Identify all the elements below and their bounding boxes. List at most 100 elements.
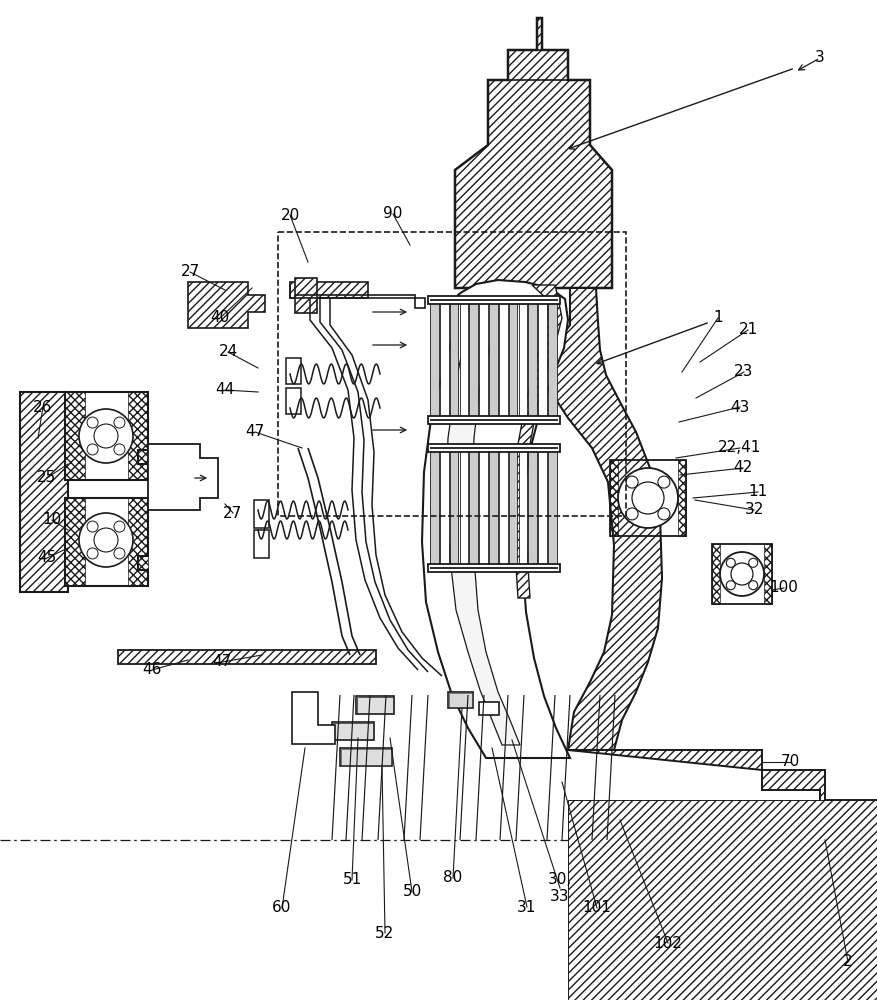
Text: 40: 40 bbox=[210, 310, 230, 326]
Bar bbox=[469, 300, 478, 420]
Bar bbox=[428, 444, 560, 452]
Circle shape bbox=[114, 444, 125, 455]
Bar bbox=[65, 392, 85, 480]
Text: 47: 47 bbox=[246, 424, 265, 440]
Circle shape bbox=[79, 513, 133, 567]
Bar bbox=[430, 448, 438, 568]
Text: 51: 51 bbox=[342, 872, 361, 888]
Bar bbox=[286, 358, 301, 384]
Circle shape bbox=[626, 476, 638, 488]
Bar bbox=[538, 448, 547, 568]
Text: 80: 80 bbox=[444, 870, 463, 886]
Text: 11: 11 bbox=[748, 485, 767, 499]
Circle shape bbox=[87, 548, 98, 559]
Bar bbox=[278, 232, 626, 516]
Text: 20: 20 bbox=[281, 208, 300, 223]
Bar bbox=[286, 388, 301, 414]
Bar bbox=[357, 697, 393, 713]
Text: 31: 31 bbox=[517, 900, 537, 914]
Polygon shape bbox=[290, 282, 368, 298]
Bar bbox=[509, 300, 517, 420]
Bar bbox=[254, 530, 269, 558]
Bar bbox=[450, 448, 459, 568]
Text: 26: 26 bbox=[33, 399, 53, 414]
Text: 102: 102 bbox=[653, 936, 682, 950]
Bar bbox=[340, 748, 392, 766]
Polygon shape bbox=[188, 282, 265, 328]
Text: 100: 100 bbox=[769, 580, 798, 595]
Text: 46: 46 bbox=[142, 662, 161, 678]
Bar bbox=[548, 300, 557, 420]
Bar bbox=[518, 448, 527, 568]
Text: 2: 2 bbox=[843, 954, 852, 970]
Bar bbox=[499, 300, 508, 420]
Bar bbox=[341, 749, 391, 765]
Text: 10: 10 bbox=[42, 512, 61, 528]
Bar bbox=[332, 722, 374, 740]
Bar bbox=[448, 692, 473, 708]
Bar bbox=[333, 723, 373, 739]
Bar bbox=[128, 498, 148, 586]
Circle shape bbox=[94, 528, 118, 552]
Text: 23: 23 bbox=[734, 364, 753, 379]
Bar bbox=[428, 296, 560, 304]
Bar bbox=[428, 416, 560, 424]
Bar bbox=[254, 500, 269, 528]
Text: 43: 43 bbox=[731, 399, 750, 414]
Text: 24: 24 bbox=[218, 344, 238, 360]
Bar bbox=[548, 448, 557, 568]
Polygon shape bbox=[422, 280, 570, 758]
Text: 52: 52 bbox=[375, 926, 395, 940]
Circle shape bbox=[726, 558, 735, 567]
Bar bbox=[538, 300, 547, 420]
Text: 90: 90 bbox=[383, 207, 403, 222]
Polygon shape bbox=[65, 392, 148, 480]
Bar bbox=[428, 564, 560, 572]
Polygon shape bbox=[553, 288, 662, 750]
Circle shape bbox=[87, 444, 98, 455]
Text: 27: 27 bbox=[181, 264, 200, 279]
Bar bbox=[440, 448, 448, 568]
Bar bbox=[610, 460, 686, 536]
Text: 22,41: 22,41 bbox=[718, 440, 762, 456]
Text: 70: 70 bbox=[781, 754, 800, 770]
Text: 60: 60 bbox=[273, 900, 292, 916]
Bar bbox=[479, 702, 499, 715]
Polygon shape bbox=[446, 298, 520, 745]
Circle shape bbox=[632, 482, 664, 514]
Bar bbox=[20, 392, 68, 592]
Bar bbox=[440, 300, 448, 420]
Text: 42: 42 bbox=[733, 460, 752, 476]
Bar bbox=[450, 300, 459, 420]
Polygon shape bbox=[568, 800, 877, 1000]
Bar bbox=[678, 460, 686, 536]
Bar bbox=[509, 448, 517, 568]
Circle shape bbox=[720, 552, 764, 596]
Circle shape bbox=[79, 409, 133, 463]
Bar bbox=[460, 448, 468, 568]
Polygon shape bbox=[513, 285, 562, 598]
Circle shape bbox=[731, 563, 753, 585]
Polygon shape bbox=[65, 498, 148, 586]
Text: 25: 25 bbox=[38, 471, 57, 486]
Bar bbox=[128, 392, 148, 480]
Circle shape bbox=[749, 581, 758, 590]
Bar bbox=[449, 693, 472, 707]
Bar bbox=[712, 544, 772, 604]
Bar bbox=[469, 448, 478, 568]
Text: 45: 45 bbox=[38, 550, 57, 566]
Bar bbox=[712, 544, 720, 604]
Circle shape bbox=[658, 476, 670, 488]
Bar bbox=[118, 650, 376, 664]
Bar bbox=[529, 448, 537, 568]
Circle shape bbox=[618, 468, 678, 528]
Text: 101: 101 bbox=[582, 900, 611, 916]
Bar bbox=[65, 498, 85, 586]
Polygon shape bbox=[455, 18, 612, 288]
Bar bbox=[489, 448, 498, 568]
Circle shape bbox=[94, 424, 118, 448]
Bar bbox=[610, 460, 618, 536]
Text: 32: 32 bbox=[745, 502, 764, 518]
Bar bbox=[295, 278, 317, 313]
Circle shape bbox=[114, 548, 125, 559]
